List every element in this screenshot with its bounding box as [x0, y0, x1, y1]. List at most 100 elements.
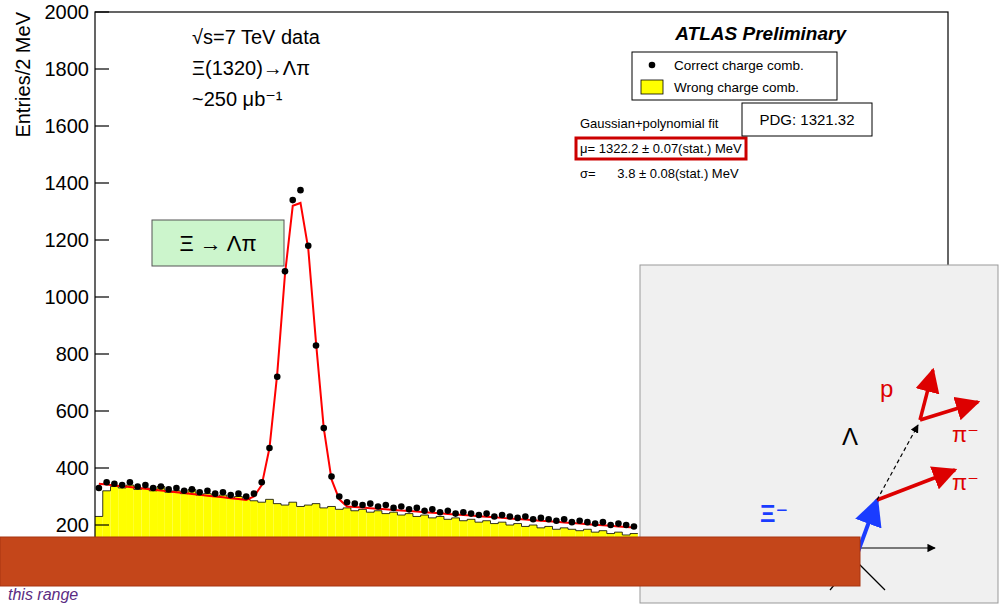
data-point — [491, 513, 498, 520]
data-point — [96, 485, 103, 492]
data-point — [158, 483, 165, 490]
experiment-label: ATLAS Preliminary — [674, 23, 847, 44]
data-point — [499, 512, 506, 519]
data-point — [592, 520, 599, 527]
process-label: Ξ(1320)→Λπ — [192, 57, 310, 79]
data-point — [569, 519, 576, 526]
data-point — [367, 500, 374, 507]
data-point — [576, 517, 583, 524]
data-point — [351, 500, 358, 507]
data-point — [150, 485, 157, 492]
data-point — [359, 502, 366, 509]
data-point — [553, 517, 560, 524]
data-point — [251, 490, 258, 497]
fit-sigma: σ= 3.8 ± 0.08(stat.) MeV — [580, 166, 739, 181]
diagram-label: p — [880, 375, 893, 402]
luminosity-label: ~250 μb⁻¹ — [192, 88, 283, 110]
data-point — [258, 479, 265, 486]
data-point — [111, 480, 118, 487]
chart-root: 200400600800100012001400160018002000Entr… — [0, 0, 1000, 605]
diagram-arrow — [920, 370, 933, 420]
data-point — [119, 482, 126, 489]
legend-box — [632, 52, 837, 100]
diagram-arrow — [920, 402, 978, 420]
y-tick-label: 1000 — [45, 286, 90, 308]
data-point — [452, 510, 459, 517]
data-point — [631, 523, 638, 530]
data-point — [483, 510, 490, 517]
data-point — [289, 197, 296, 204]
plot-area — [95, 187, 638, 582]
data-point — [561, 516, 568, 523]
legend-marker — [649, 62, 656, 69]
data-point — [336, 493, 343, 500]
banner-text: this range — [8, 586, 78, 603]
data-point — [305, 242, 312, 249]
y-tick — [95, 524, 109, 525]
y-tick-label: 1400 — [45, 172, 90, 194]
data-point — [142, 482, 149, 489]
data-point — [429, 506, 436, 513]
data-point — [538, 515, 545, 522]
y-tick — [95, 239, 109, 240]
y-tick — [95, 125, 109, 126]
y-tick — [95, 11, 109, 12]
diagram-label: π⁻ — [952, 470, 979, 495]
data-point — [545, 516, 552, 523]
data-point — [615, 520, 622, 527]
data-point — [445, 507, 452, 514]
data-point — [623, 522, 630, 529]
data-point — [514, 515, 521, 522]
y-tick — [95, 296, 109, 297]
y-tick — [95, 353, 109, 354]
y-tick-label: 200 — [56, 514, 89, 536]
data-point — [398, 503, 405, 510]
data-point — [600, 519, 607, 526]
data-point — [414, 505, 421, 512]
y-tick — [95, 410, 109, 411]
fit-line — [99, 203, 634, 528]
energy-label: √s=7 TeV data — [192, 26, 321, 48]
decay-label: Ξ → Λπ — [179, 231, 256, 256]
y-tick — [95, 68, 109, 69]
legend: Correct charge comb.Wrong charge comb. — [632, 52, 837, 100]
data-point — [406, 506, 413, 513]
data-point — [530, 516, 537, 523]
data-point — [103, 479, 110, 486]
diagram-label: Λ — [842, 423, 858, 450]
data-point — [220, 489, 227, 496]
y-tick-label: 1200 — [45, 229, 90, 251]
y-tick-label: 600 — [56, 400, 89, 422]
decay-box — [152, 220, 284, 266]
data-point — [382, 502, 389, 509]
data-point — [266, 445, 273, 452]
data-point — [282, 268, 289, 275]
data-point — [390, 505, 397, 512]
y-tick — [95, 467, 109, 468]
pdg-box-group: PDG: 1321.32 — [742, 103, 872, 136]
data-point — [584, 519, 591, 526]
data-point — [204, 488, 211, 495]
data-point — [127, 479, 134, 486]
diagram-label: Ξ⁻ — [760, 500, 788, 527]
data-point — [274, 374, 281, 381]
data-point — [437, 509, 444, 516]
data-point — [134, 483, 141, 490]
y-tick-label: 1800 — [45, 58, 90, 80]
data-point — [227, 492, 234, 499]
legend-label: Correct charge comb. — [674, 58, 804, 73]
highlight-box — [576, 138, 746, 159]
y-tick-label: 400 — [56, 457, 89, 479]
y-tick-label: 2000 — [45, 1, 90, 23]
data-point — [607, 522, 614, 529]
y-tick — [95, 182, 109, 183]
diagram-label: π⁻ — [952, 422, 979, 447]
data-point — [328, 473, 335, 480]
data-point — [344, 499, 351, 506]
data-point — [297, 187, 304, 194]
pdg-box — [742, 103, 872, 136]
data-point — [243, 493, 250, 500]
fit-title: Gaussian+polynomial fit — [580, 116, 719, 131]
data-point — [165, 486, 172, 493]
y-tick-label: 800 — [56, 343, 89, 365]
